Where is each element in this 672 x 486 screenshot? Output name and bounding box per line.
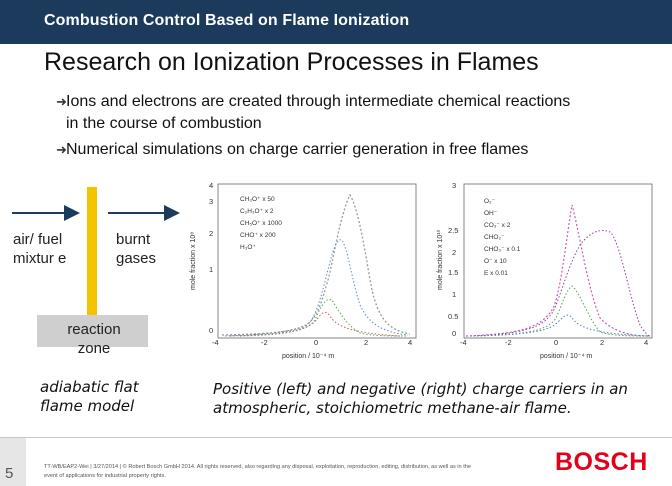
y-tick: 1	[209, 265, 214, 274]
legend-entry: O⁻ x 10	[484, 258, 507, 265]
oh-curve	[465, 204, 651, 337]
x-tick: -2	[261, 338, 268, 347]
outflow-label: burnt gases	[116, 231, 157, 267]
x-tick: -4	[460, 338, 467, 347]
y-tick: 2	[452, 248, 457, 257]
plot-frame	[463, 183, 653, 339]
legend-entry: CH₅O⁺ x 1000	[240, 220, 282, 227]
flame-model-caption: adiabatic flat flame model	[40, 378, 139, 415]
y-tick: 1	[452, 290, 457, 299]
cho-curve	[224, 239, 409, 337]
x-tick: -2	[505, 338, 512, 347]
title-bar: Combustion Control Based on Flame Ioniza…	[0, 0, 672, 44]
y-tick: 0.5	[448, 312, 459, 321]
reaction-zone-label: reaction zone	[67, 321, 121, 357]
y-tick: 3	[209, 197, 214, 206]
slide-heading: Research on Ionization Processes in Flam…	[44, 48, 539, 76]
legend-entry: CHO₂⁻	[484, 234, 505, 241]
footer-divider	[0, 437, 672, 438]
y-tick: 2	[209, 229, 214, 238]
x-tick: -4	[212, 338, 219, 347]
bullet-text: Ions and electrons are created through i…	[66, 93, 571, 132]
legend-entry: O₂⁻	[484, 198, 496, 205]
c2h3o-curve	[229, 311, 401, 337]
reaction-zone-box	[37, 315, 148, 347]
x-tick: 4	[408, 338, 413, 347]
legal-notice: TT-WB/EAP2-Wei | 3/27/2014 | © Robert Bo…	[44, 464, 471, 479]
left-legend: CH₃O⁺ x 50 C₂H₃O⁺ x 2 CH₅O⁺ x 1000 CHO⁺ …	[240, 194, 282, 254]
o2-curve	[469, 314, 651, 337]
inflow-label: air/ fuel mixtur e	[13, 231, 67, 267]
arrow-right-icon: ➜	[56, 142, 67, 157]
page-number: 5	[5, 465, 14, 482]
legend-entry: CH₃O⁺ x 50	[240, 196, 275, 203]
y-tick: 3	[452, 181, 457, 190]
page-number-box: 5	[0, 438, 26, 486]
co3-curve	[469, 230, 651, 337]
y-tick: 4	[209, 181, 214, 190]
y-tick: 1.5	[448, 268, 459, 277]
y-tick: 0	[209, 326, 214, 335]
x-tick: 0	[554, 338, 559, 347]
presentation-title: Combustion Control Based on Flame Ioniza…	[44, 12, 410, 29]
right-xlabel: position / 10⁻⁴ m	[540, 353, 593, 360]
left-xlabel: position / 10⁻⁴ m	[282, 353, 335, 360]
x-tick: 2	[600, 338, 605, 347]
legend-entry: CHO₃⁻ x 0.1	[484, 246, 521, 253]
legend-entry: H₃O⁺	[240, 244, 256, 251]
bullet-text: Numerical simulations on charge carrier …	[66, 141, 529, 158]
plot-frame	[217, 183, 417, 339]
x-tick: 2	[364, 338, 369, 347]
right-legend: O₂⁻ OH⁻ CO₃⁻ x 2 CHO₂⁻ CHO₃⁻ x 0.1 O⁻ x …	[484, 196, 520, 280]
h3o-curve	[221, 193, 411, 336]
right-ylabel: mole fraction x 10¹⁰	[437, 229, 444, 290]
y-tick: 2.5	[448, 226, 459, 235]
legend-entry: OH⁻	[484, 210, 498, 217]
ch5o-curve	[239, 298, 409, 337]
legend-entry: C₂H₃O⁺ x 2	[240, 208, 274, 215]
legend-entry: E x 0.01	[484, 270, 508, 277]
plots-caption: Positive (left) and negative (right) cha…	[213, 380, 628, 417]
bosch-logo: BOSCH	[555, 448, 648, 476]
cho2-curve	[469, 285, 651, 337]
x-tick: 4	[644, 338, 649, 347]
legend-entry: CO₃⁻ x 2	[484, 222, 511, 229]
reaction-zone-band	[87, 187, 97, 317]
x-tick: 0	[314, 338, 319, 347]
arrow-right-icon: ➜	[56, 94, 67, 109]
legend-entry: CHO⁺ x 200	[240, 232, 276, 239]
y-tick: 0	[452, 329, 457, 338]
